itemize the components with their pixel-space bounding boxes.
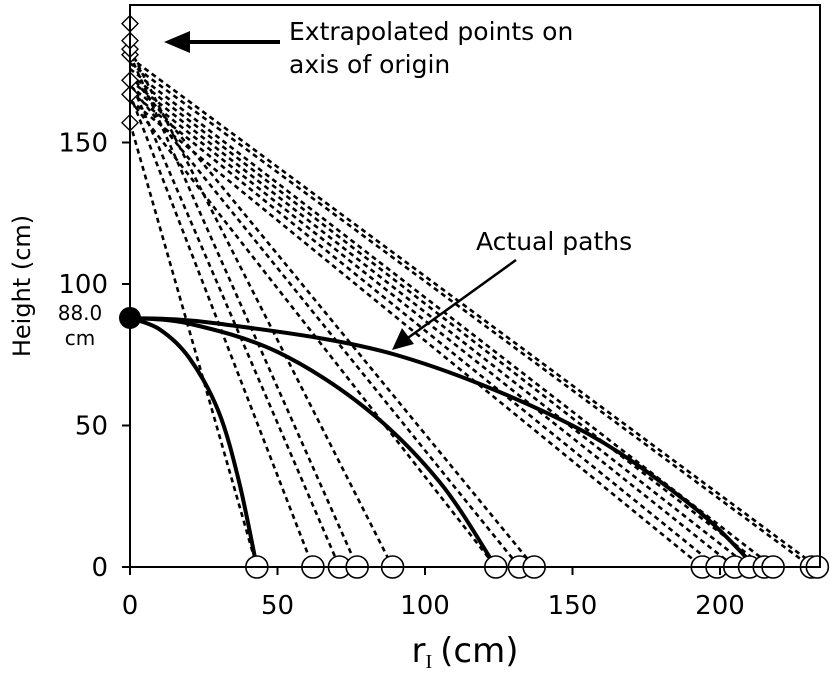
extrapolated-line — [128, 54, 359, 568]
x-tick-label: 50 — [261, 591, 294, 621]
actual-path-medium — [129, 315, 498, 569]
annotation-extrapolated-line2: axis of origin — [289, 50, 450, 79]
extrapolated-line — [129, 56, 819, 569]
x-axis-label: rI (cm) — [412, 631, 519, 673]
annotation-extrapolated-line1: Extrapolated points on — [289, 17, 573, 46]
extrapolated-line — [128, 73, 536, 568]
actual-paths-group — [129, 315, 757, 569]
y-tick-label: 100 — [58, 270, 108, 300]
origin-height-label: 88.0 — [58, 301, 103, 325]
annotation-actual-arrowhead — [392, 328, 414, 350]
y-tick-label: 0 — [91, 553, 108, 583]
annotation-actual-arrow-shaft — [404, 258, 517, 342]
x-axis-label-subscript: I — [425, 651, 432, 673]
axis-ticks-group: 0 50 100 150 200 0 50 100 150 — [58, 129, 744, 622]
extrapolated-line — [128, 79, 341, 568]
y-tick-label: 50 — [75, 412, 108, 442]
x-axis-label-main: r — [412, 631, 426, 671]
annotation-extrapolated-arrowhead — [164, 31, 190, 53]
actual-path-short — [129, 316, 259, 568]
extrapolated-line — [129, 99, 704, 569]
origin-point — [119, 306, 141, 329]
extrapolated-line — [128, 48, 394, 568]
y-axis-label: Height (cm) — [8, 215, 36, 357]
x-tick-label: 150 — [548, 591, 598, 621]
extrapolated-line — [129, 73, 766, 569]
annotation-actual-paths: Actual paths — [476, 227, 632, 256]
x-tick-label: 0 — [122, 591, 139, 621]
y-tick-label: 150 — [58, 129, 108, 159]
extrapolated-line — [129, 84, 736, 569]
actual-path-long — [129, 315, 757, 569]
x-tick-label: 100 — [400, 591, 450, 621]
plot-frame — [129, 4, 821, 568]
extrapolated-lines-group — [128, 48, 819, 569]
x-tick-label: 200 — [695, 591, 745, 621]
x-axis-label-unit: (cm) — [440, 631, 518, 671]
extrapolated-line — [128, 85, 521, 568]
origin-unit-label: cm — [65, 326, 95, 350]
extrapolated-line — [129, 62, 813, 569]
